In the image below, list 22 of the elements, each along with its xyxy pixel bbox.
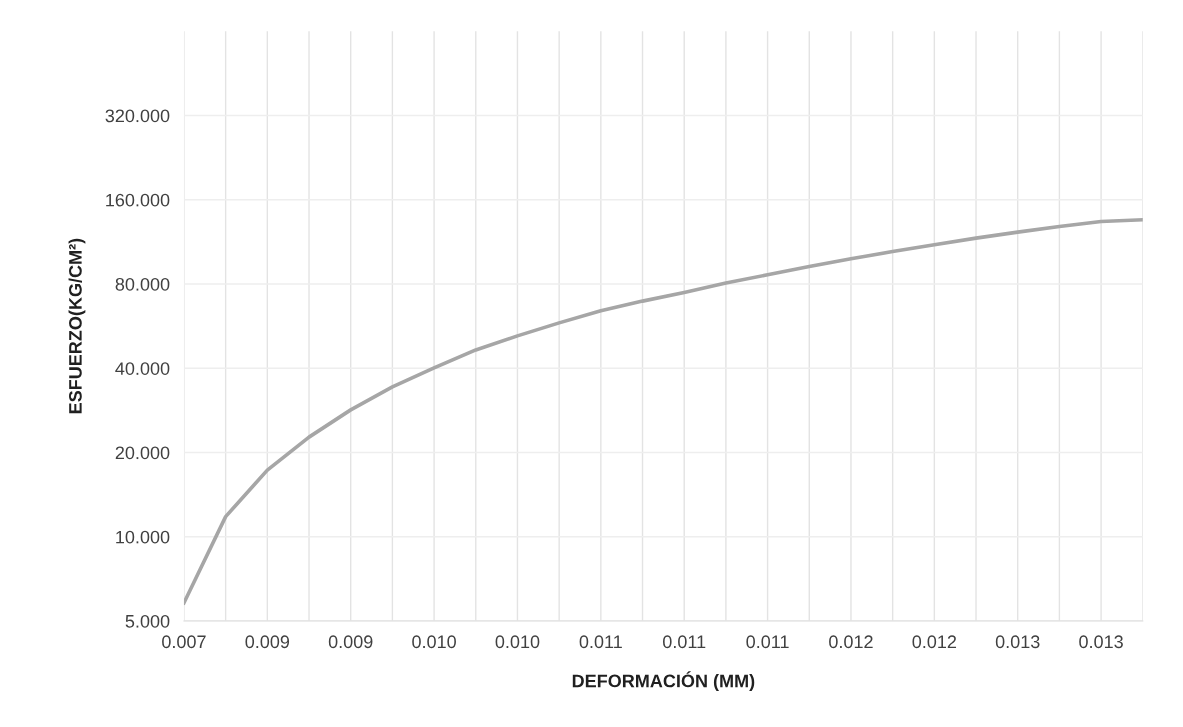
x-tick-label: 0.010 bbox=[495, 635, 540, 649]
x-tick-label: 0.010 bbox=[412, 635, 456, 649]
x-tick-label: 0.009 bbox=[328, 635, 373, 649]
x-tick-label: 0.007 bbox=[162, 635, 206, 649]
y-axis-title: ESFUERZO(KG/CM²) bbox=[68, 238, 86, 414]
y-tick-label: 20.000 bbox=[115, 446, 170, 460]
y-tick-label: 320.000 bbox=[105, 109, 170, 123]
x-tick-label: 0.011 bbox=[662, 635, 706, 649]
line-series bbox=[183, 217, 1143, 605]
x-tick-label: 0.012 bbox=[912, 635, 957, 649]
x-tick-label: 0.013 bbox=[995, 635, 1040, 649]
x-tick-label: 0.011 bbox=[579, 635, 622, 649]
y-tick-label: 160.000 bbox=[106, 193, 170, 207]
x-tick-label: 0.011 bbox=[746, 635, 789, 649]
y-tick-label: 5.000 bbox=[125, 614, 170, 628]
x-tick-label: 0.012 bbox=[829, 635, 873, 649]
x-tick-label: 0.013 bbox=[1079, 635, 1123, 649]
y-tick-label: 10.000 bbox=[116, 530, 170, 544]
y-tick-label: 80.000 bbox=[115, 277, 170, 291]
y-tick-label: 40.000 bbox=[115, 362, 170, 375]
x-axis-title: DEFORMACIÓN (MM) bbox=[572, 671, 755, 691]
x-tick-label: 0.009 bbox=[245, 635, 290, 649]
